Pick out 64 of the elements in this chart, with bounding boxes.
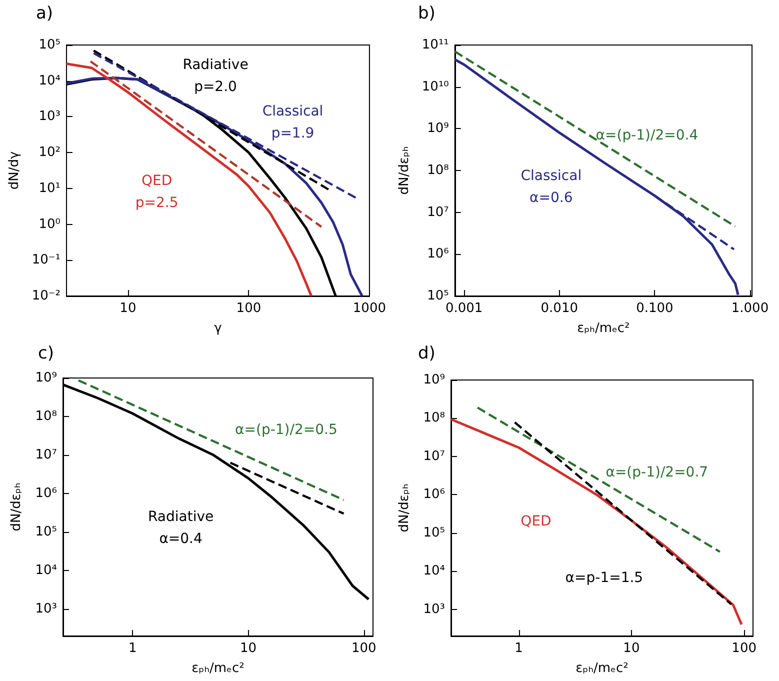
x-tick-label: 10 (623, 641, 640, 656)
x-axis-title: εₚₕ/mₑc² (576, 661, 628, 676)
y-tick-label: 10⁻² (32, 288, 61, 304)
y-tick-label: 10⁷ (35, 448, 57, 463)
x-tick-label: 100 (351, 641, 376, 656)
y-tick-label: 10⁵ (427, 288, 449, 304)
annotation: Radiative p=2.0 (182, 56, 248, 95)
x-tick-label: 0.001 (445, 301, 483, 316)
annotation: Classical α=0.6 (520, 168, 582, 206)
annotation: QED (520, 513, 552, 530)
y-axis-title: dN/dεₚₕ (9, 482, 24, 532)
chart-title: d) (418, 344, 436, 364)
y-tick-label: 10⁷ (427, 204, 449, 220)
y-axis-title: dN/dεₚₕ (397, 146, 412, 195)
y-tick-label: 10⁸ (423, 410, 445, 426)
y-tick-label: 10⁴ (423, 564, 445, 579)
x-axis-title: εₚₕ/mₑc² (577, 321, 630, 336)
x-tick-label: 1.000 (731, 301, 769, 316)
x-tick-label: 100 (732, 641, 756, 656)
x-tick-label: 0.100 (636, 301, 674, 316)
x-tick-label: 10 (240, 641, 256, 656)
x-tick-label: 1 (128, 641, 137, 656)
annotation: Classical p=1.9 (262, 103, 324, 142)
y-tick-label: 10⁹ (423, 372, 445, 388)
y-tick-label: 10⁹ (427, 121, 449, 136)
y-tick-label: 10³ (35, 602, 57, 617)
y-tick-label: 10⁻¹ (32, 252, 61, 268)
x-tick-label: 1 (514, 641, 523, 656)
y-tick-label: 10¹¹ (422, 38, 449, 52)
x-tick-label: 100 (236, 301, 262, 316)
chart-title: b) (418, 4, 436, 24)
y-tick-label: 10³ (38, 109, 61, 124)
y-tick-label: 10⁴ (35, 563, 57, 578)
y-axis-title: dN/dεₚₕ (397, 484, 412, 532)
y-tick-label: 10⁵ (38, 38, 61, 52)
y-tick-label: 10⁵ (423, 525, 445, 540)
y-tick-label: 10⁸ (427, 163, 449, 178)
x-axis-title: εₚₕ/mₑc² (192, 661, 244, 676)
y-axis-title: dN/dγ (7, 151, 22, 190)
chart-title: c) (38, 344, 54, 364)
y-tick-label: 10⁶ (427, 246, 449, 262)
y-tick-label: 10⁹ (35, 370, 57, 386)
y-tick-label: 10⁷ (423, 448, 445, 464)
x-tick-label: 10 (120, 301, 136, 316)
annotation: α=(p-1)/2=0.7 (606, 464, 708, 481)
x-tick-label: 1000 (352, 301, 386, 316)
y-tick-label: 10⁴ (38, 73, 61, 88)
y-tick-label: 10² (38, 145, 61, 160)
y-tick-label: 10⁸ (35, 409, 57, 424)
y-tick-label: 10⁶ (35, 486, 57, 502)
y-tick-label: 10⁶ (423, 487, 445, 502)
y-tick-label: 10⁰ (38, 216, 61, 232)
x-axis-title: γ (214, 321, 222, 336)
annotation: α=(p-1)/2=0.4 (596, 127, 698, 144)
y-tick-label: 10³ (423, 602, 445, 617)
y-tick-label: 10¹⁰ (422, 79, 449, 94)
x-tick-label: 0.010 (540, 301, 578, 316)
chart-title: a) (36, 4, 54, 24)
y-tick-label: 10⁵ (35, 524, 57, 540)
annotation: α=(p-1)/2=0.5 (235, 422, 338, 438)
y-tick-label: 10¹ (38, 180, 61, 196)
annotation: QED p=2.5 (135, 173, 178, 212)
annotation: Radiative α=0.4 (148, 509, 214, 548)
annotation: α=p-1=1.5 (565, 570, 644, 586)
